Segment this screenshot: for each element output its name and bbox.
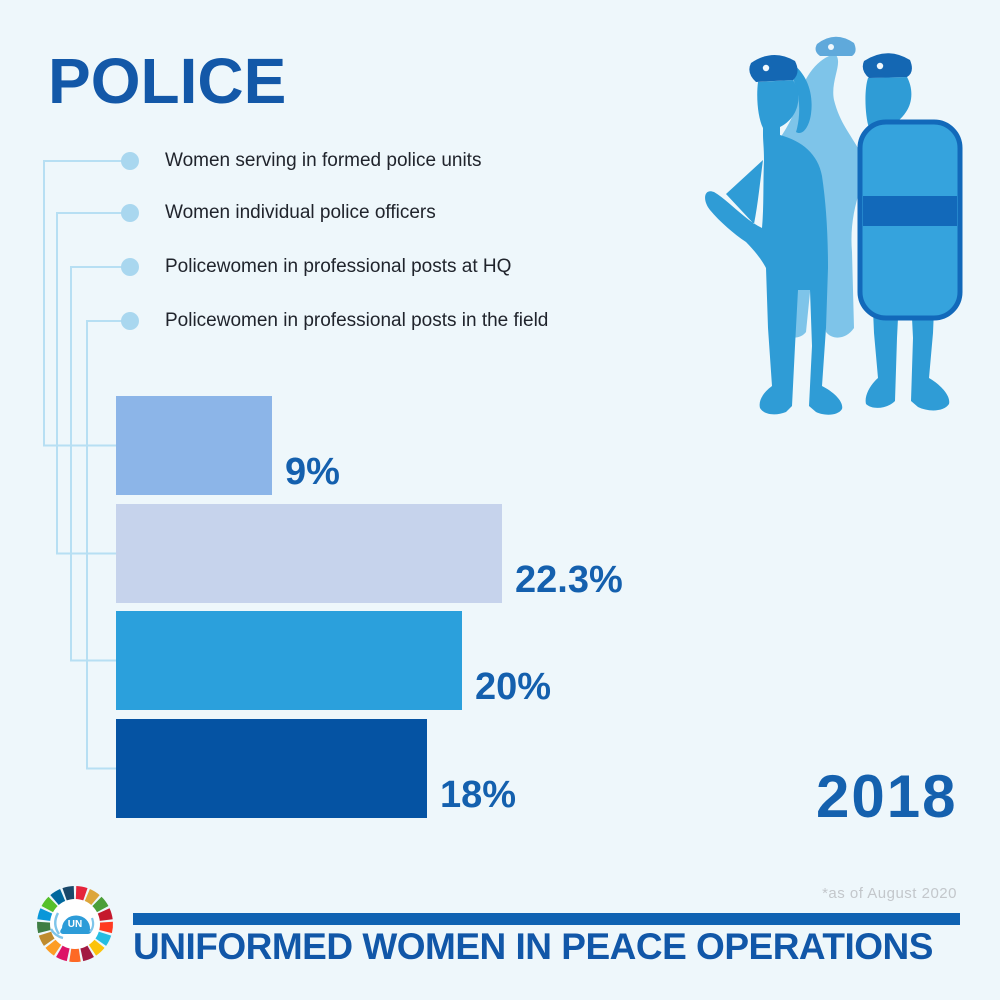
bar-0 bbox=[116, 396, 272, 495]
sdg-segment-16 bbox=[50, 889, 66, 906]
un-badge-icon bbox=[876, 62, 884, 70]
sdg-segment-14 bbox=[37, 908, 54, 921]
sdg-segment-10 bbox=[56, 944, 70, 962]
year-badge: 2018 bbox=[816, 763, 958, 830]
connector-line-1 bbox=[56, 212, 130, 555]
un-sdg-wheel-logo: UN bbox=[37, 886, 113, 962]
sdg-segment-13 bbox=[37, 921, 52, 934]
un-helmet-icon: UN bbox=[49, 912, 95, 940]
sdg-segment-2 bbox=[84, 889, 100, 906]
legend-dot-icon bbox=[121, 204, 139, 222]
bar-2 bbox=[116, 611, 462, 710]
legend-dot-icon bbox=[121, 152, 139, 170]
connector-line-0 bbox=[43, 160, 130, 447]
legend-dot-icon bbox=[121, 258, 139, 276]
legend-dot-icon bbox=[121, 312, 139, 330]
beret-icon bbox=[815, 36, 856, 56]
sdg-segment-8 bbox=[80, 944, 94, 962]
footer-title: UNIFORMED WOMEN IN PEACE OPERATIONS bbox=[133, 926, 933, 967]
police-officer-shield-silhouette bbox=[857, 53, 963, 411]
sdg-segment-15 bbox=[41, 896, 59, 913]
sdg-segment-6 bbox=[94, 931, 112, 946]
bar-value-label: 18% bbox=[440, 774, 517, 816]
beret-icon bbox=[749, 54, 798, 82]
policewoman-beret-silhouette bbox=[705, 54, 843, 415]
bar-1 bbox=[116, 504, 502, 603]
bar-value-label: 9% bbox=[285, 451, 340, 493]
connector-line-3 bbox=[86, 320, 130, 770]
legend-item-professional-posts-hq: Policewomen in professional posts at HQ bbox=[121, 244, 511, 290]
bar-3 bbox=[116, 719, 427, 818]
footer-divider-bar bbox=[133, 913, 960, 925]
un-badge-icon bbox=[762, 64, 770, 72]
legend-label: Women serving in formed police units bbox=[165, 150, 482, 171]
shield-band bbox=[863, 196, 957, 226]
un-badge-icon bbox=[828, 44, 834, 50]
legend-label: Women individual police officers bbox=[165, 202, 436, 223]
svg-text:UN: UN bbox=[68, 919, 82, 930]
legend-item-individual-police-officers: Women individual police officers bbox=[121, 190, 436, 236]
page-title: POLICE bbox=[48, 45, 287, 117]
sdg-segment-5 bbox=[98, 921, 113, 934]
connector-line-2 bbox=[70, 266, 130, 662]
sdg-segment-17 bbox=[62, 886, 75, 902]
footnote: *as of August 2020 bbox=[822, 885, 957, 902]
bar-value-label: 20% bbox=[475, 666, 552, 708]
legend-label: Policewomen in professional posts at HQ bbox=[165, 256, 512, 277]
sdg-segment-9 bbox=[69, 947, 81, 962]
legend-item-formed-police-units: Women serving in formed police units bbox=[121, 138, 481, 184]
sdg-segment-4 bbox=[96, 908, 113, 921]
sdg-segment-3 bbox=[91, 896, 109, 913]
beret-icon bbox=[862, 53, 912, 78]
bar-value-label: 22.3% bbox=[515, 559, 623, 601]
legend-item-professional-posts-field: Policewomen in professional posts in the… bbox=[121, 298, 548, 344]
sdg-segment-1 bbox=[75, 886, 88, 902]
legend-label: Policewomen in professional posts in the… bbox=[165, 310, 549, 331]
police-silhouettes-illustration bbox=[705, 36, 963, 415]
sdg-segment-7 bbox=[88, 939, 105, 956]
sdg-segment-12 bbox=[38, 931, 56, 946]
sdg-segment-11 bbox=[45, 939, 62, 956]
